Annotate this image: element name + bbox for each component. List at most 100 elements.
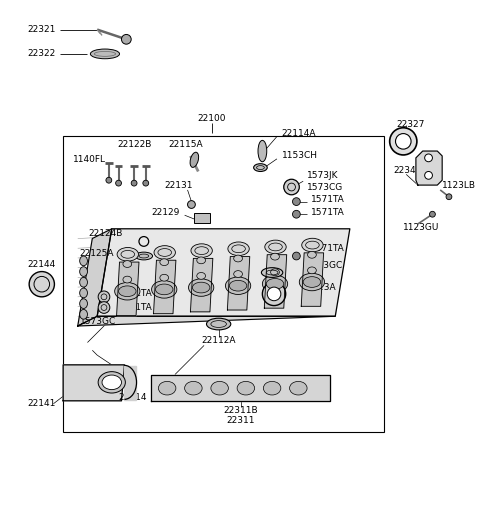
Circle shape [396,133,411,149]
Ellipse shape [80,267,87,277]
Ellipse shape [258,141,267,162]
Polygon shape [151,374,330,401]
Text: 22129: 22129 [152,208,180,217]
Ellipse shape [185,381,202,395]
Circle shape [267,287,281,301]
Polygon shape [117,262,139,315]
Circle shape [121,34,131,44]
Text: 1571TA: 1571TA [119,289,152,299]
Ellipse shape [90,49,120,59]
Ellipse shape [117,247,138,261]
Circle shape [446,194,452,200]
Ellipse shape [226,277,251,294]
Circle shape [430,211,435,217]
Ellipse shape [80,288,87,298]
Ellipse shape [271,269,279,275]
Ellipse shape [135,252,153,260]
Bar [63,135,384,432]
Text: 1123GU: 1123GU [403,223,440,232]
Ellipse shape [154,246,175,259]
Ellipse shape [229,281,247,291]
Circle shape [29,271,54,297]
Ellipse shape [253,164,267,171]
Circle shape [425,154,432,162]
Ellipse shape [80,309,87,319]
Text: 22125A: 22125A [80,249,114,258]
Text: 1573GC: 1573GC [307,261,343,270]
Ellipse shape [300,273,324,291]
Polygon shape [78,229,112,326]
Text: 1571TA: 1571TA [311,244,345,253]
Text: 22144: 22144 [27,260,56,269]
Circle shape [390,128,417,155]
Ellipse shape [158,381,176,395]
Text: 1571TA: 1571TA [311,195,345,204]
Circle shape [116,180,121,186]
Ellipse shape [211,381,228,395]
Ellipse shape [123,261,132,267]
Ellipse shape [266,279,284,289]
Ellipse shape [80,256,87,266]
Circle shape [425,171,432,179]
Polygon shape [416,151,442,185]
Text: 22327: 22327 [396,121,425,129]
Bar [194,213,210,223]
Text: 1140FL: 1140FL [73,155,106,164]
Circle shape [292,210,300,218]
Text: 22115A: 22115A [168,140,203,149]
Text: 25614: 25614 [119,393,147,402]
Ellipse shape [115,283,140,300]
Ellipse shape [80,278,87,287]
Text: 22122B: 22122B [118,140,152,149]
Polygon shape [228,256,250,310]
Polygon shape [63,365,124,401]
Circle shape [284,179,300,195]
Ellipse shape [234,255,242,262]
Text: 1153CH: 1153CH [282,151,318,161]
Circle shape [106,177,112,183]
Ellipse shape [237,381,254,395]
Ellipse shape [102,375,121,390]
Text: 22321: 22321 [27,25,56,34]
Text: 1573CG: 1573CG [307,183,343,191]
Polygon shape [154,260,176,313]
Ellipse shape [98,371,125,393]
Circle shape [143,180,149,186]
Text: 22141: 22141 [27,399,56,408]
Ellipse shape [123,276,132,283]
Ellipse shape [308,267,316,274]
Ellipse shape [152,281,177,298]
Ellipse shape [263,275,288,292]
Ellipse shape [189,279,214,297]
Ellipse shape [80,299,87,308]
Ellipse shape [289,381,307,395]
Circle shape [292,198,300,206]
Text: 22114A: 22114A [282,129,316,138]
Text: 22124B: 22124B [88,229,123,238]
Ellipse shape [265,240,286,254]
Polygon shape [191,259,213,312]
Ellipse shape [197,272,205,279]
Ellipse shape [156,284,173,295]
Ellipse shape [308,251,316,258]
Ellipse shape [262,268,283,278]
Ellipse shape [197,257,205,264]
Ellipse shape [119,286,136,297]
Text: 22322: 22322 [27,49,56,58]
Circle shape [188,201,195,208]
Ellipse shape [206,318,231,330]
Text: 1571TA: 1571TA [119,303,152,312]
Ellipse shape [160,259,168,266]
Ellipse shape [160,274,168,281]
Ellipse shape [228,242,249,255]
Text: 22113A: 22113A [301,283,336,291]
Text: 22341: 22341 [394,166,422,175]
Text: 22311: 22311 [227,416,255,425]
Circle shape [98,302,110,313]
Ellipse shape [271,253,279,260]
Ellipse shape [302,238,323,252]
Text: 1573GC: 1573GC [80,317,116,326]
Polygon shape [264,254,287,308]
Polygon shape [301,253,324,306]
Text: 1573JK: 1573JK [307,171,338,180]
